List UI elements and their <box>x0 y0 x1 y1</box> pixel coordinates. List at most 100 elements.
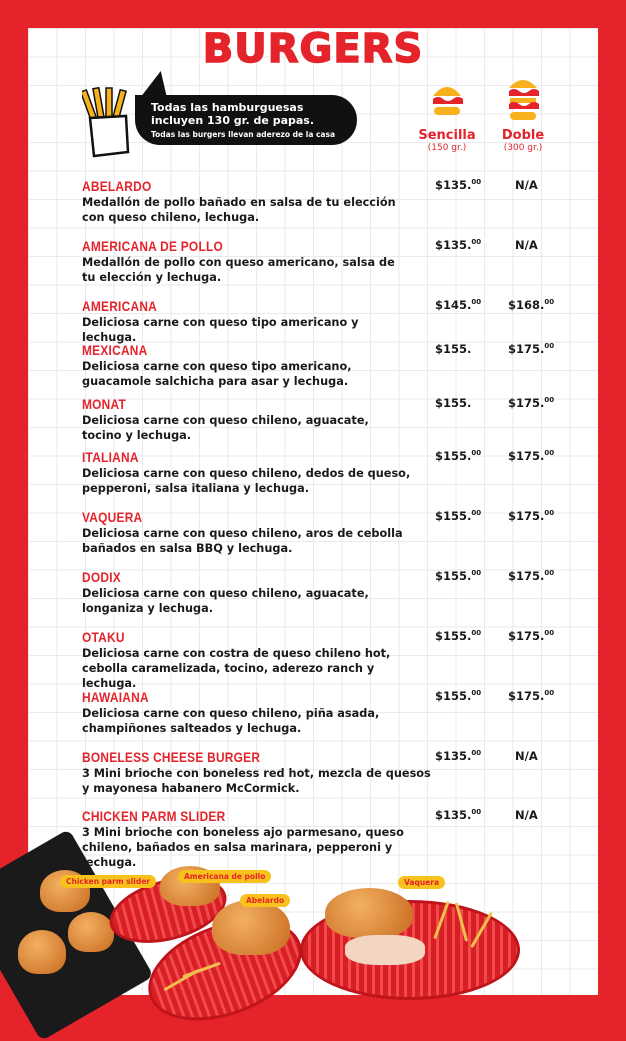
price-cents: 00 <box>471 238 482 247</box>
item-name: ITALIANA <box>82 449 139 465</box>
column-weight: (150 gr.) <box>427 143 467 153</box>
price-sencilla: $155.00 <box>435 629 481 643</box>
price-doble: $175.00 <box>508 569 554 583</box>
price-cents: 00 <box>544 396 555 405</box>
price-cents: 00 <box>471 509 482 518</box>
price-cents: 00 <box>471 449 482 458</box>
photo-tag: Vaquera <box>398 876 446 889</box>
price-value: $155. <box>435 569 472 583</box>
price-value: N/A <box>515 808 538 822</box>
price-cents: 00 <box>471 689 482 698</box>
price-sencilla: $155.00 <box>435 449 481 463</box>
page-title: BURGERS <box>202 25 424 73</box>
price-value: $135. <box>435 808 472 822</box>
price-value: $135. <box>435 749 472 763</box>
price-doble: N/A <box>515 178 538 192</box>
menu-item: ABELARDO Medallón de pollo bañado en sal… <box>82 178 412 225</box>
price-doble: N/A <box>515 808 538 822</box>
item-description: Deliciosa carne con queso chileno, dedos… <box>82 467 411 495</box>
price-value: $155. <box>435 689 472 703</box>
photo-tag: Abelardo <box>240 894 291 907</box>
item-name: CHICKEN PARM SLIDER <box>82 808 226 824</box>
price-value: $175. <box>508 629 545 643</box>
price-value: $175. <box>508 509 545 523</box>
item-description: 3 Mini brioche con boneless red hot, mez… <box>82 767 431 795</box>
item-description: Deliciosa carne con queso chileno, aguac… <box>82 414 369 442</box>
price-doble: $175.00 <box>508 509 554 523</box>
menu-item: HAWAIANA Deliciosa carne con queso chile… <box>82 689 412 736</box>
notice-bubble: Todas las hamburguesas incluyen 130 gr. … <box>135 95 357 145</box>
photo-tag: Chicken parm slider <box>60 875 156 888</box>
item-name: AMERICANA <box>82 298 158 314</box>
item-description: Deliciosa carne con queso chileno, aguac… <box>82 587 369 615</box>
menu-item: AMERICANA DE POLLO Medallón de pollo con… <box>82 238 412 285</box>
price-doble: $175.00 <box>508 689 554 703</box>
item-description: Deliciosa carne con costra de queso chil… <box>82 647 391 690</box>
photo-tag: Americana de pollo <box>178 870 272 883</box>
price-cents: 00 <box>544 509 555 518</box>
price-cents: 00 <box>544 342 555 351</box>
item-name: ABELARDO <box>82 178 152 194</box>
price-cents: 00 <box>544 449 555 458</box>
price-doble: $168.00 <box>508 298 554 312</box>
menu-item: ITALIANA Deliciosa carne con queso chile… <box>82 449 412 496</box>
price-doble: $175.00 <box>508 396 554 410</box>
price-value: $145. <box>435 298 472 312</box>
price-value: $175. <box>508 396 545 410</box>
price-sencilla: $145.00 <box>435 298 481 312</box>
price-value: N/A <box>515 749 538 763</box>
menu-item: OTAKU Deliciosa carne con costra de ques… <box>82 629 412 691</box>
item-description: Medallón de pollo con queso americano, s… <box>82 256 395 284</box>
price-value: $155. <box>435 509 472 523</box>
price-value: $175. <box>508 342 545 356</box>
price-value: $175. <box>508 569 545 583</box>
column-weight: (300 gr.) <box>503 143 543 153</box>
price-value: $155. <box>435 342 472 356</box>
price-cents: 00 <box>471 298 482 307</box>
food-photos: Chicken parm slider Americana de pollo A… <box>0 828 626 1041</box>
menu-item: MEXICANA Deliciosa carne con queso tipo … <box>82 342 412 389</box>
price-cents: 00 <box>544 569 555 578</box>
double-burger-icon <box>509 80 539 120</box>
item-name: VAQUERA <box>82 509 143 525</box>
price-value: N/A <box>515 178 538 192</box>
column-doble: Doble (300 gr.) <box>492 74 554 153</box>
item-name: DODIX <box>82 569 121 585</box>
price-sencilla: $155.00 <box>435 689 481 703</box>
price-sencilla: $135.00 <box>435 749 481 763</box>
price-value: $135. <box>435 238 472 252</box>
item-name: HAWAIANA <box>82 689 149 705</box>
item-description: 3 Mini brioche con boneless ajo parmesan… <box>82 826 404 869</box>
item-description: Deliciosa carne con queso tipo americano… <box>82 316 359 344</box>
price-value: $175. <box>508 449 545 463</box>
item-description: Deliciosa carne con queso chileno, aros … <box>82 527 403 555</box>
price-sencilla: $155. <box>435 342 471 356</box>
menu-item: MONAT Deliciosa carne con queso chileno,… <box>82 396 412 443</box>
price-sencilla: $155.00 <box>435 509 481 523</box>
price-doble: $175.00 <box>508 342 554 356</box>
item-description: Deliciosa carne con queso chileno, piña … <box>82 707 380 735</box>
price-cents: 00 <box>471 629 482 638</box>
menu-item: AMERICANA Deliciosa carne con queso tipo… <box>82 298 412 345</box>
item-name: MEXICANA <box>82 342 148 358</box>
price-sencilla: $135.00 <box>435 178 481 192</box>
price-value: $155. <box>435 629 472 643</box>
notice-line1: Todas las hamburguesas incluyen 130 gr. … <box>151 101 315 127</box>
price-value: $155. <box>435 396 472 410</box>
menu-item: VAQUERA Deliciosa carne con queso chilen… <box>82 509 412 556</box>
price-cents: 00 <box>544 298 555 307</box>
price-doble: N/A <box>515 749 538 763</box>
price-sencilla: $155. <box>435 396 471 410</box>
menu-panel <box>28 28 598 995</box>
item-description: Medallón de pollo bañado en salsa de tu … <box>82 196 396 224</box>
price-value: $168. <box>508 298 545 312</box>
menu-item: CHICKEN PARM SLIDER 3 Mini brioche con b… <box>82 808 442 870</box>
price-value: $135. <box>435 178 472 192</box>
fries-icon <box>82 86 130 158</box>
price-sencilla: $135.00 <box>435 808 481 822</box>
price-cents: 00 <box>544 689 555 698</box>
column-sencilla: Sencilla (150 gr.) <box>412 80 482 153</box>
price-doble: $175.00 <box>508 449 554 463</box>
item-name: OTAKU <box>82 629 125 645</box>
price-value: $175. <box>508 689 545 703</box>
